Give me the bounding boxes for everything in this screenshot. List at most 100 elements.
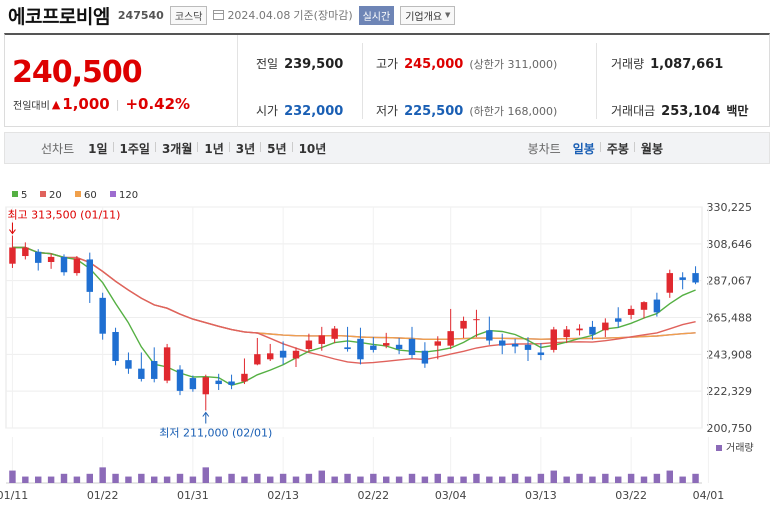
volume-bar — [653, 473, 661, 483]
volume-legend-swatch — [716, 445, 722, 451]
candle-body — [666, 273, 673, 293]
open-label: 시가 — [256, 104, 279, 118]
period-3y[interactable]: 3년 — [228, 140, 261, 157]
date-info: 2024.04.08 기준(장마감) — [213, 7, 353, 23]
realtime-button[interactable]: 실시간 — [358, 5, 395, 25]
volume-bar — [73, 476, 81, 483]
candle-body — [176, 369, 184, 391]
prev-close-value: 239,500 — [284, 57, 344, 72]
volume-bar — [22, 476, 29, 483]
moving-average-120 — [12, 246, 696, 341]
candle-body — [73, 258, 81, 274]
volume-bar — [434, 473, 441, 483]
candle-body — [640, 302, 648, 310]
y-tick-label: 265,488 — [707, 311, 753, 324]
price-change: 전일대비 ▲ 1,000 | +0.42% — [13, 95, 190, 113]
candle-daily[interactable]: 일봉 — [572, 141, 595, 156]
candle-body — [357, 338, 364, 360]
volume-bar — [537, 473, 545, 483]
candlestick-chart-svg: 5 20 60 120 330,225 308,646 287,067 265,488 243,… — [0, 190, 754, 502]
candle-body — [254, 354, 261, 365]
volume-bar — [473, 473, 480, 483]
candle-body — [189, 378, 197, 390]
legend-label: 5 — [21, 190, 27, 201]
volume-bar — [202, 467, 209, 483]
x-tick-label: 01/11 — [0, 489, 28, 502]
x-tick-label: 01/31 — [177, 489, 209, 502]
company-info-button[interactable]: 기업개요 ▼ — [400, 5, 456, 25]
candle-body — [35, 251, 42, 263]
candle-body — [228, 381, 235, 385]
period-5y[interactable]: 5년 — [260, 140, 292, 157]
volume-bar — [524, 476, 532, 483]
legend-label: 60 — [84, 190, 97, 201]
volume-bar — [125, 476, 132, 483]
candle-body — [318, 335, 325, 344]
stock-header: 에코프로비엠 247540 코스닥 2024.04.08 기준(장마감) 실시간… — [0, 0, 771, 30]
volume-bar — [331, 476, 338, 483]
candle-weekly[interactable]: 주봉 — [599, 140, 635, 157]
volume-bar — [383, 476, 390, 483]
candle-body — [627, 308, 635, 315]
x-tick-label: 03/04 — [435, 489, 467, 502]
candle-body — [511, 343, 519, 347]
stock-chart: 5 20 60 120 330,225 308,646 287,067 265,488 243,… — [0, 185, 771, 513]
period-10y[interactable]: 10년 — [291, 140, 333, 157]
x-tick-label: 04/01 — [693, 489, 725, 502]
max-price-annotation: 최고 313,500 (01/11) — [7, 209, 120, 222]
change-amount: 1,000 — [62, 95, 110, 113]
volume-bar — [189, 476, 197, 483]
moving-average-20 — [12, 246, 696, 364]
candle-body — [563, 329, 570, 338]
volume-bar — [279, 473, 287, 483]
legend-label: 20 — [49, 190, 62, 201]
candle-body — [499, 340, 506, 346]
candle-body — [241, 373, 248, 382]
volume-bar — [35, 476, 42, 483]
volume-bar — [138, 473, 145, 483]
candle-body — [692, 273, 699, 283]
x-tick-label: 03/13 — [525, 489, 557, 502]
candle-body — [344, 347, 351, 350]
volume-bar — [151, 476, 158, 483]
candle-body — [267, 353, 274, 360]
candle-monthly[interactable]: 월봉 — [633, 140, 669, 157]
candle-body — [576, 328, 583, 331]
lower-limit: (하한가 168,000) — [469, 105, 558, 118]
high-label: 고가 — [376, 57, 399, 71]
volume-bar — [370, 473, 377, 483]
x-tick-label: 03/22 — [615, 489, 647, 502]
market-badge: 코스닥 — [169, 5, 208, 25]
volume-bar — [602, 473, 609, 483]
trade-value-label: 거래대금 — [611, 104, 656, 118]
x-tick-label: 01/22 — [87, 489, 119, 502]
volume-value: 1,087,661 — [650, 57, 724, 72]
stock-code: 247540 — [117, 8, 164, 22]
trade-value-unit: 백만 — [726, 104, 749, 118]
volume-bar — [99, 467, 106, 483]
change-label: 전일대비 — [13, 100, 50, 112]
candle-body — [473, 319, 480, 321]
volume-bar — [511, 473, 519, 483]
candle-body — [292, 350, 300, 359]
period-1y[interactable]: 1년 — [197, 140, 229, 157]
volume-bar — [112, 473, 119, 483]
period-1d[interactable]: 1일 — [88, 141, 108, 156]
volume-bar — [666, 470, 673, 483]
open-value: 232,000 — [284, 104, 344, 119]
period-1w[interactable]: 1주일 — [112, 140, 156, 157]
candle-body — [60, 256, 68, 273]
open-stat: 시가 232,000 — [256, 102, 343, 119]
period-3m[interactable]: 3개월 — [154, 140, 198, 157]
prev-close-stat: 전일 239,500 — [256, 55, 343, 72]
x-tick-label: 02/22 — [357, 489, 389, 502]
min-price-annotation: 최저 211,000 (02/01) — [159, 427, 272, 440]
low-stat: 저가 225,500 (하한가 168,000) — [376, 102, 557, 119]
volume-bar — [408, 473, 416, 483]
y-tick-label: 243,908 — [707, 348, 753, 361]
line-chart-label: 선차트 — [41, 141, 75, 156]
volume-bar — [499, 476, 506, 483]
volume-stat: 거래량 1,087,661 — [611, 55, 723, 72]
candle-body — [125, 360, 132, 369]
volume-bar — [9, 470, 16, 483]
